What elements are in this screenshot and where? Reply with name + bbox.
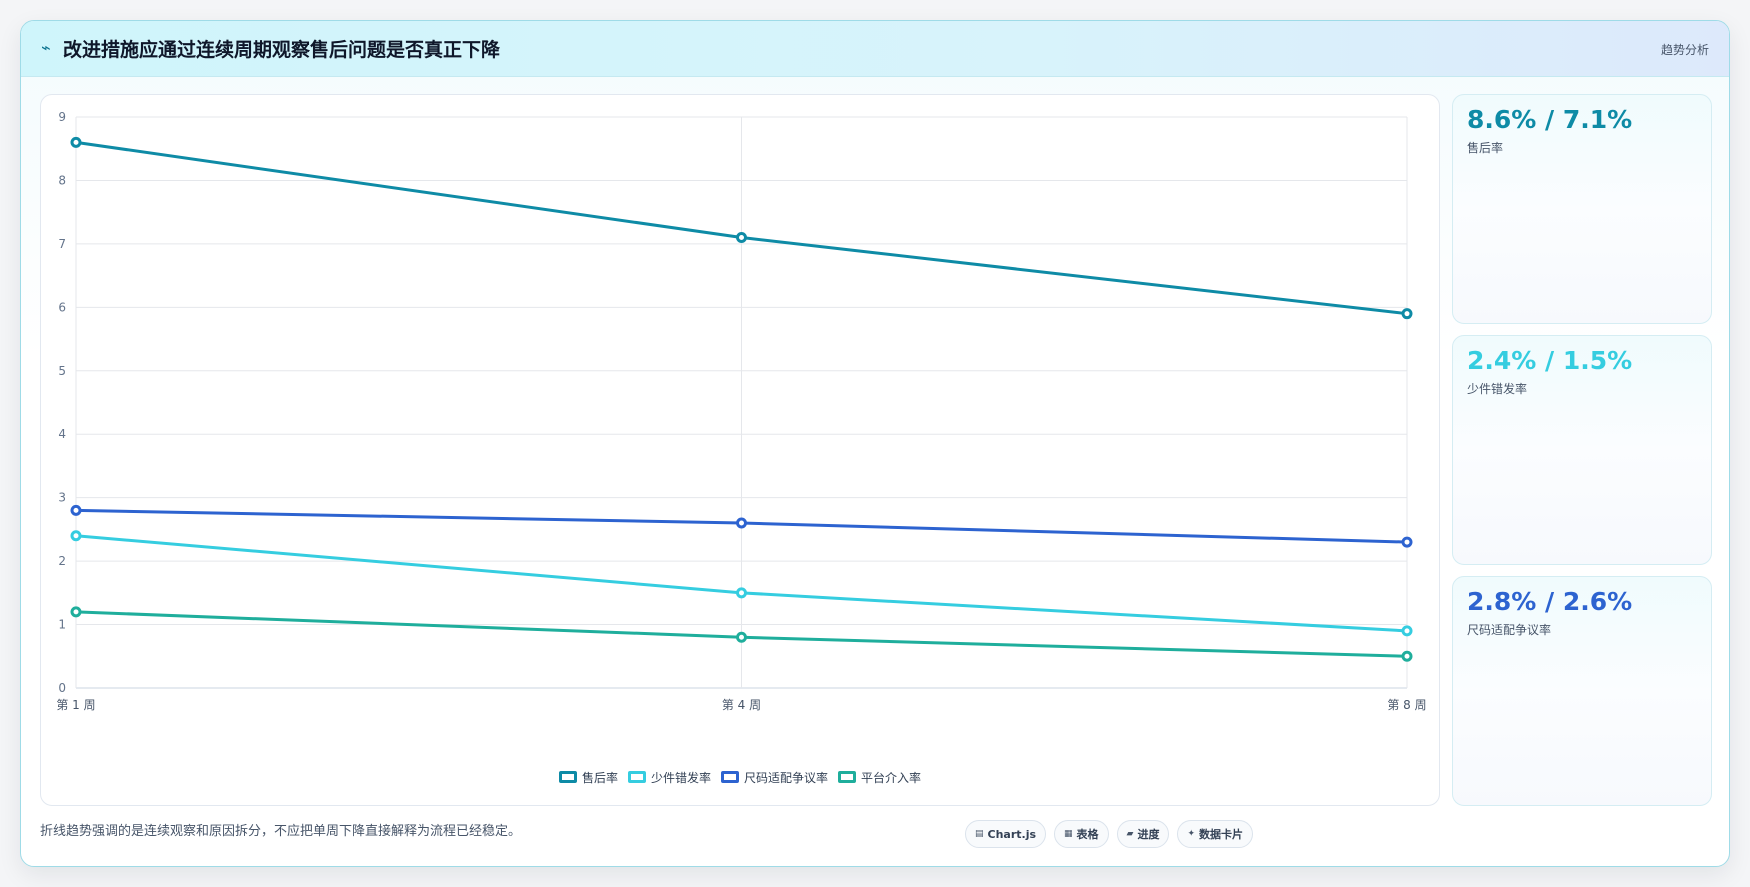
progress-pill[interactable]: ▰ 进度 — [1116, 820, 1170, 848]
pill-label: Chart.js — [987, 827, 1037, 841]
legend-item[interactable]: 平台介入率 — [838, 767, 921, 787]
data-point — [70, 606, 82, 618]
y-tick-label: 1 — [58, 618, 66, 632]
y-tick-label: 8 — [58, 173, 66, 187]
stat-card-after-sales: 8.6% / 7.1% 售后率 — [1452, 94, 1712, 324]
data-point — [70, 530, 82, 542]
chart-legend: 售后率 少件错发率 尺码适配争议率 平台介入率 — [41, 767, 1439, 787]
data-point — [1401, 536, 1413, 548]
legend-swatch — [558, 771, 577, 783]
sparkle-icon: ✦ — [1187, 829, 1196, 839]
trend-card: ⌁ 改进措施应通过连续周期观察售后问题是否真正下降 趋势分析 0 1 2 3 4 5 6 7 8… — [20, 20, 1730, 867]
x-tick-label: 第 1 周 — [56, 698, 95, 712]
card-title: 改进措施应通过连续周期观察售后问题是否真正下降 — [63, 39, 501, 61]
y-tick-label: 3 — [58, 491, 66, 505]
pill-label: 进度 — [1137, 828, 1160, 841]
pill-label: 数据卡片 — [1199, 828, 1244, 841]
card-header: ⌁ 改进措施应通过连续周期观察售后问题是否真正下降 趋势分析 — [21, 21, 1729, 77]
legend-label: 少件错发率 — [650, 770, 711, 785]
legend-swatch — [838, 771, 857, 783]
view-switcher: ▤ Chart.js ▦ 表格 ▰ 进度 ✦ 数据卡片 — [965, 820, 1254, 848]
bolt-icon: ⌁ — [41, 38, 51, 57]
x-tick-label: 第 4 周 — [722, 698, 761, 712]
legend-swatch — [627, 771, 646, 783]
footer-note: 折线趋势强调的是连续观察和原因拆分，不应把单周下降直接解释为流程已经稳定。 — [40, 824, 522, 839]
data-card-pill[interactable]: ✦ 数据卡片 — [1177, 820, 1254, 848]
stat-label: 少件错发率 — [1467, 382, 1528, 396]
legend-item[interactable]: 少件错发率 — [627, 767, 711, 787]
table-pill[interactable]: ▦ 表格 — [1054, 820, 1109, 848]
y-tick-label: 2 — [58, 554, 66, 568]
data-point — [70, 504, 82, 516]
stat-value: 2.4% / 1.5% — [1467, 346, 1633, 375]
y-tick-label: 7 — [58, 237, 66, 251]
data-point — [736, 517, 747, 529]
stat-label: 售后率 — [1467, 141, 1504, 155]
chart-icon: ▤ — [975, 829, 984, 839]
data-point — [1401, 650, 1413, 662]
stat-card-size-dispute: 2.8% / 2.6% 尺码适配争议率 — [1452, 576, 1712, 806]
x-tick-label: 第 8 周 — [1387, 698, 1426, 712]
data-point — [736, 631, 747, 643]
pill-label: 表格 — [1076, 828, 1099, 841]
y-tick-label: 5 — [58, 364, 66, 378]
stat-card-missing-items: 2.4% / 1.5% 少件错发率 — [1452, 335, 1712, 565]
y-tick-label: 6 — [58, 300, 66, 314]
y-tick-label: 0 — [58, 681, 66, 695]
progress-icon: ▰ — [1126, 829, 1134, 839]
table-icon: ▦ — [1064, 829, 1073, 839]
stat-value: 2.8% / 2.6% — [1467, 587, 1633, 616]
data-point — [70, 136, 82, 148]
y-tick-label: 4 — [58, 427, 66, 441]
data-point — [1401, 308, 1413, 320]
analysis-tag: 趋势分析 — [1660, 43, 1709, 57]
stat-label: 尺码适配争议率 — [1467, 623, 1552, 637]
legend-label: 售后率 — [581, 770, 618, 785]
data-point — [736, 587, 747, 599]
legend-item[interactable]: 售后率 — [558, 767, 618, 787]
line-chart: 0 1 2 3 4 5 6 7 8 9 第 1 周 第 4 周 第 8 周 — [56, 110, 1426, 712]
legend-swatch — [721, 771, 739, 783]
legend-item[interactable]: 尺码适配争议率 — [721, 767, 828, 787]
legend-label: 平台介入率 — [861, 770, 922, 785]
chartjs-pill[interactable]: ▤ Chart.js — [965, 820, 1047, 848]
data-point — [1401, 625, 1413, 637]
y-tick-label: 9 — [58, 110, 66, 124]
legend-label: 尺码适配争议率 — [744, 770, 829, 785]
chart-panel: 0 1 2 3 4 5 6 7 8 9 第 1 周 第 4 周 第 8 周 售后率 少件错发率 尺码适配争议… — [40, 94, 1440, 806]
stat-value: 8.6% / 7.1% — [1467, 105, 1633, 134]
data-point — [736, 232, 747, 244]
